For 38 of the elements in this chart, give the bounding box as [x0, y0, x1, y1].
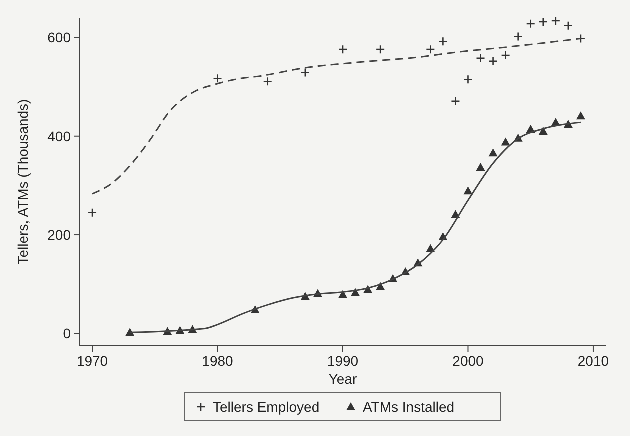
y-tick-label: 200 — [48, 227, 72, 244]
x-axis-title: Year — [328, 371, 358, 387]
point — [564, 21, 574, 31]
point — [501, 138, 510, 146]
x-tick-label: 1990 — [327, 353, 359, 369]
point — [576, 112, 586, 120]
line-series — [92, 38, 582, 195]
x-tick-label: 2010 — [578, 353, 610, 369]
point — [488, 148, 498, 157]
point — [438, 37, 448, 46]
legend-label: ATMs Installed — [363, 399, 455, 415]
point — [338, 44, 348, 54]
point — [514, 32, 523, 42]
point — [300, 68, 310, 78]
point — [476, 162, 486, 171]
y-tick-label: 600 — [48, 30, 72, 46]
point — [551, 16, 561, 26]
point — [464, 186, 473, 195]
x-tick-label: 1980 — [202, 353, 234, 369]
point — [526, 19, 536, 29]
point — [576, 34, 586, 44]
point — [426, 44, 436, 54]
point — [488, 56, 498, 66]
point — [476, 54, 486, 64]
point — [376, 44, 386, 54]
point — [263, 76, 273, 86]
y-axis-title: Tellers, ATMs (Thousands) — [15, 99, 31, 265]
point — [464, 75, 473, 84]
point — [501, 50, 510, 60]
point — [213, 74, 222, 84]
x-tick-label: 2000 — [452, 353, 484, 369]
point — [88, 208, 98, 218]
legend-label: Tellers Employed — [213, 399, 320, 415]
point — [451, 96, 460, 106]
x-tick-label: 1970 — [76, 353, 108, 369]
y-tick-label: 400 — [48, 128, 72, 144]
y-tick-label: 0 — [63, 326, 72, 342]
point — [538, 17, 548, 27]
